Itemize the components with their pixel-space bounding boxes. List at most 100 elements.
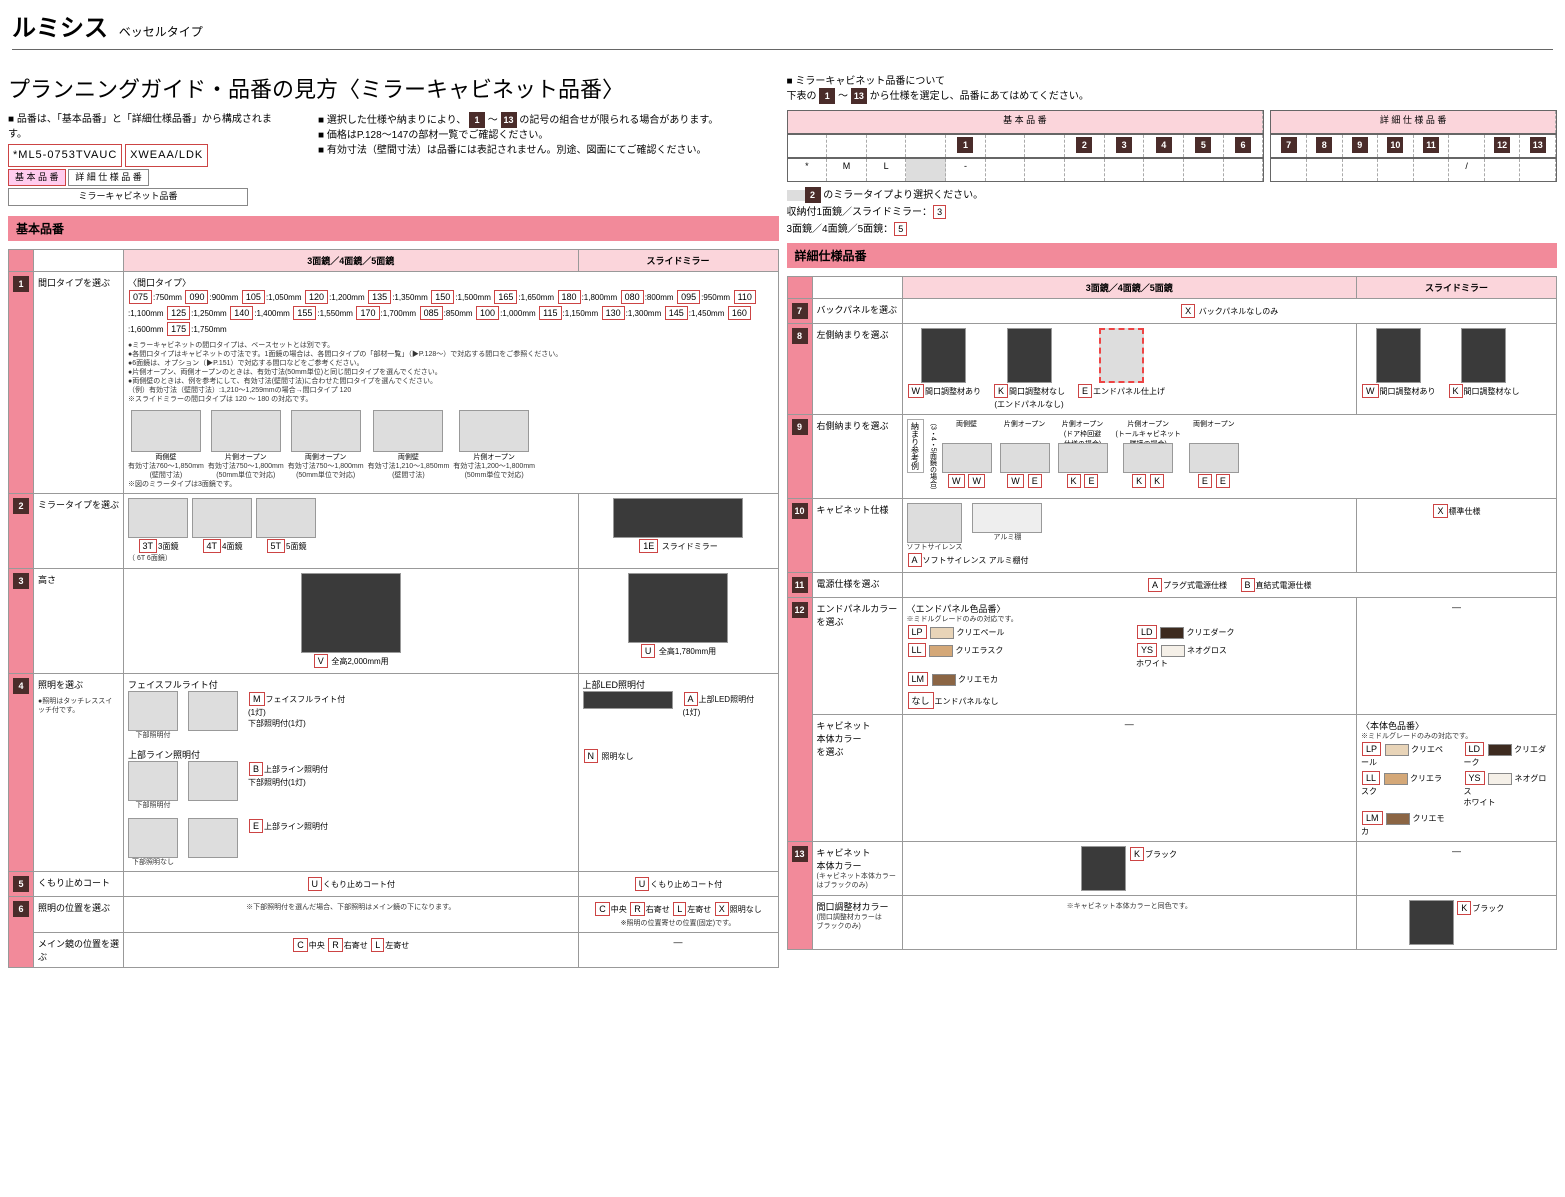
r2-opts: 3T3面鏡4T4面鏡5T5面鏡 xyxy=(128,498,574,554)
ri-note3: 3面鏡／4面鏡／5面鏡： xyxy=(787,224,894,235)
sl-4: 4 xyxy=(1156,137,1172,153)
r13a-sub: (キャビネット本体カラー はブラックのみ) xyxy=(817,872,898,890)
r12a-opts: LP クリエペールLD クリエダークLL クリエラスクYS ネオグロス ホワイト… xyxy=(907,624,1353,687)
r11-bt: 直結式電源仕様 xyxy=(1256,581,1312,590)
r4-m: M xyxy=(249,692,265,706)
r5-u2t: くもり止めコート付 xyxy=(650,880,722,889)
r4-led: 上部LED照明付 xyxy=(583,678,774,691)
r12b-opts: LP クリエペールLD クリエダークLL クリエラスクYS ネオグロス ホワイト… xyxy=(1361,741,1552,837)
right-intro-1: ■ ミラーキャビネット品番について xyxy=(787,72,1558,87)
r8-label: 左側納まりを選ぶ xyxy=(812,324,902,415)
ri-note2: 収納付1面鏡／スライドミラー： xyxy=(787,207,933,218)
height-img-u xyxy=(628,573,728,643)
r8b-img-w xyxy=(1376,328,1421,383)
r6-note1: ※下部照明付を選んだ場合、下部照明はメイン鏡の下になります。 xyxy=(246,904,455,911)
r4-g1s: 下部照明付 xyxy=(128,731,178,740)
code-example-1: *ML5-0753TVAUC xyxy=(8,144,122,167)
badge-11: 11 xyxy=(792,577,808,593)
r10-at: ソフトサイレンス アルミ棚付 xyxy=(923,556,1029,565)
slot-ast: * xyxy=(788,159,828,181)
sl-7: 7 xyxy=(1281,137,1297,153)
r6-opts: C中央 R右寄せ L左寄せ X照明なし ※照明の位置寄せの位置(固定)です。 xyxy=(578,896,778,932)
r12a-hdr: 〈エンドパネル色品番〉 xyxy=(907,602,1353,615)
r10-img1 xyxy=(907,503,962,543)
r1-foot: ※図のミラータイプは3面鏡です。 xyxy=(128,480,774,489)
light-img-2 xyxy=(188,691,238,731)
slot-m: M xyxy=(827,159,867,181)
r4-label: 照明を選ぶ xyxy=(38,678,119,691)
col-slide: スライドミラー xyxy=(578,249,778,271)
sl-10: 10 xyxy=(1387,137,1403,153)
r9-variants: 両側壁W W片側オープンW E片側オープン (ドア枠回避 仕様の場合)K E片側… xyxy=(942,419,1553,489)
r9-label: 右側納まりを選ぶ xyxy=(812,415,902,499)
sl-9: 9 xyxy=(1352,137,1368,153)
light-img-3 xyxy=(128,761,178,801)
r4-g2: 上部ライン照明付 xyxy=(128,748,574,761)
badge-6: 6 xyxy=(13,901,29,917)
badge-12: 12 xyxy=(792,602,808,618)
led-img xyxy=(583,691,673,709)
r13b-img xyxy=(1409,900,1454,945)
sl-13: 13 xyxy=(1530,137,1546,153)
range-start: 1 xyxy=(469,112,485,128)
r11-a: A xyxy=(1148,578,1162,592)
r2-slide-txt: スライドミラー xyxy=(662,542,718,551)
r4-g1: フェイスフルライト付 xyxy=(128,678,574,691)
r10-x: X xyxy=(1433,504,1447,518)
r4-e: E xyxy=(249,819,263,833)
slide-mirror-img xyxy=(613,498,743,538)
dcol2: スライドミラー xyxy=(1357,277,1557,299)
slot-l: L xyxy=(867,159,907,181)
r13b-kt: ブラック xyxy=(1472,904,1504,913)
r3-u: U xyxy=(641,644,656,658)
page-title: ルミシス xyxy=(12,8,108,43)
r5-label: くもり止めコート xyxy=(34,871,124,896)
r8-w: W xyxy=(908,384,925,398)
r4-n: N xyxy=(584,749,599,763)
r8-img-e xyxy=(1099,328,1144,383)
r8-wt: 間口調整材あり xyxy=(925,387,981,396)
right-intro-3: から仕様を選定し、品番にあてはめてください。 xyxy=(870,91,1089,102)
r9-side: 納まり参考例 xyxy=(907,419,924,473)
r12b-label: キャビネット 本体カラー を選ぶ xyxy=(812,714,902,841)
r1-variants: 両側壁有効寸法760～1,850mm (壁間寸法)片側オープン有効寸法750～1… xyxy=(128,410,774,480)
r4-et: 上部ライン照明付 xyxy=(264,822,328,831)
r13b-label: 間口調整材カラー xyxy=(817,900,898,913)
r13b-sub: (間口調整材カラーは ブラックのみ) xyxy=(817,913,898,931)
r10-s1: ソフトサイレンス xyxy=(907,543,963,552)
badge-5: 5 xyxy=(13,876,29,892)
slot-basic: 基 本 品 番 xyxy=(788,111,1264,133)
sl-2: 2 xyxy=(1076,137,1092,153)
r6-opts2: C中央 R右寄せ L左寄せ xyxy=(124,932,579,967)
light-img-6 xyxy=(188,818,238,858)
ri-note2v: 3 xyxy=(933,205,946,219)
r10-img2 xyxy=(972,503,1042,533)
label-detail: 詳 細 仕 様 品 番 xyxy=(68,169,149,187)
r7-xt: バックパネルなしのみ xyxy=(1199,307,1279,316)
intro-2b: の記号の組合せが限られる場合があります。 xyxy=(519,115,718,126)
r9-sub: （3・4・5面鏡の場合） xyxy=(928,419,938,494)
badge-4: 4 xyxy=(13,678,29,694)
r3-label: 高さ xyxy=(34,568,124,673)
r4-nt: 照明なし xyxy=(602,752,634,761)
r5-u1t: くもり止めコート付 xyxy=(323,880,395,889)
ri-13: 13 xyxy=(851,88,867,104)
sl-12: 12 xyxy=(1494,137,1510,153)
r11-label: 電源仕様を選ぶ xyxy=(812,572,902,597)
badge-3: 3 xyxy=(13,573,29,589)
intro-text: ■ 品番は、「基本品番」と「詳細仕様品番」から構成されます。 xyxy=(8,112,288,142)
badge-13: 13 xyxy=(792,846,808,862)
r8-k: K xyxy=(994,384,1008,398)
badge-7: 7 xyxy=(792,303,808,319)
light-img-1 xyxy=(128,691,178,731)
r8b-kt: 間口調整材なし xyxy=(1464,387,1520,396)
r12b-dash: ― xyxy=(902,714,1357,841)
r4-g2s: 下部照明付 xyxy=(128,801,178,810)
page-subtitle: ベッセルタイプ xyxy=(119,25,203,39)
r3-vt: 全高2,000mm用 xyxy=(331,657,388,666)
sl-11: 11 xyxy=(1423,137,1439,153)
label-basic: 基 本 品 番 xyxy=(8,169,66,187)
r11-b: B xyxy=(1241,578,1255,592)
r13b-note: ※キャビネット本体カラーと同色です。 xyxy=(1067,903,1192,910)
ri-note3v: 5 xyxy=(894,222,907,236)
